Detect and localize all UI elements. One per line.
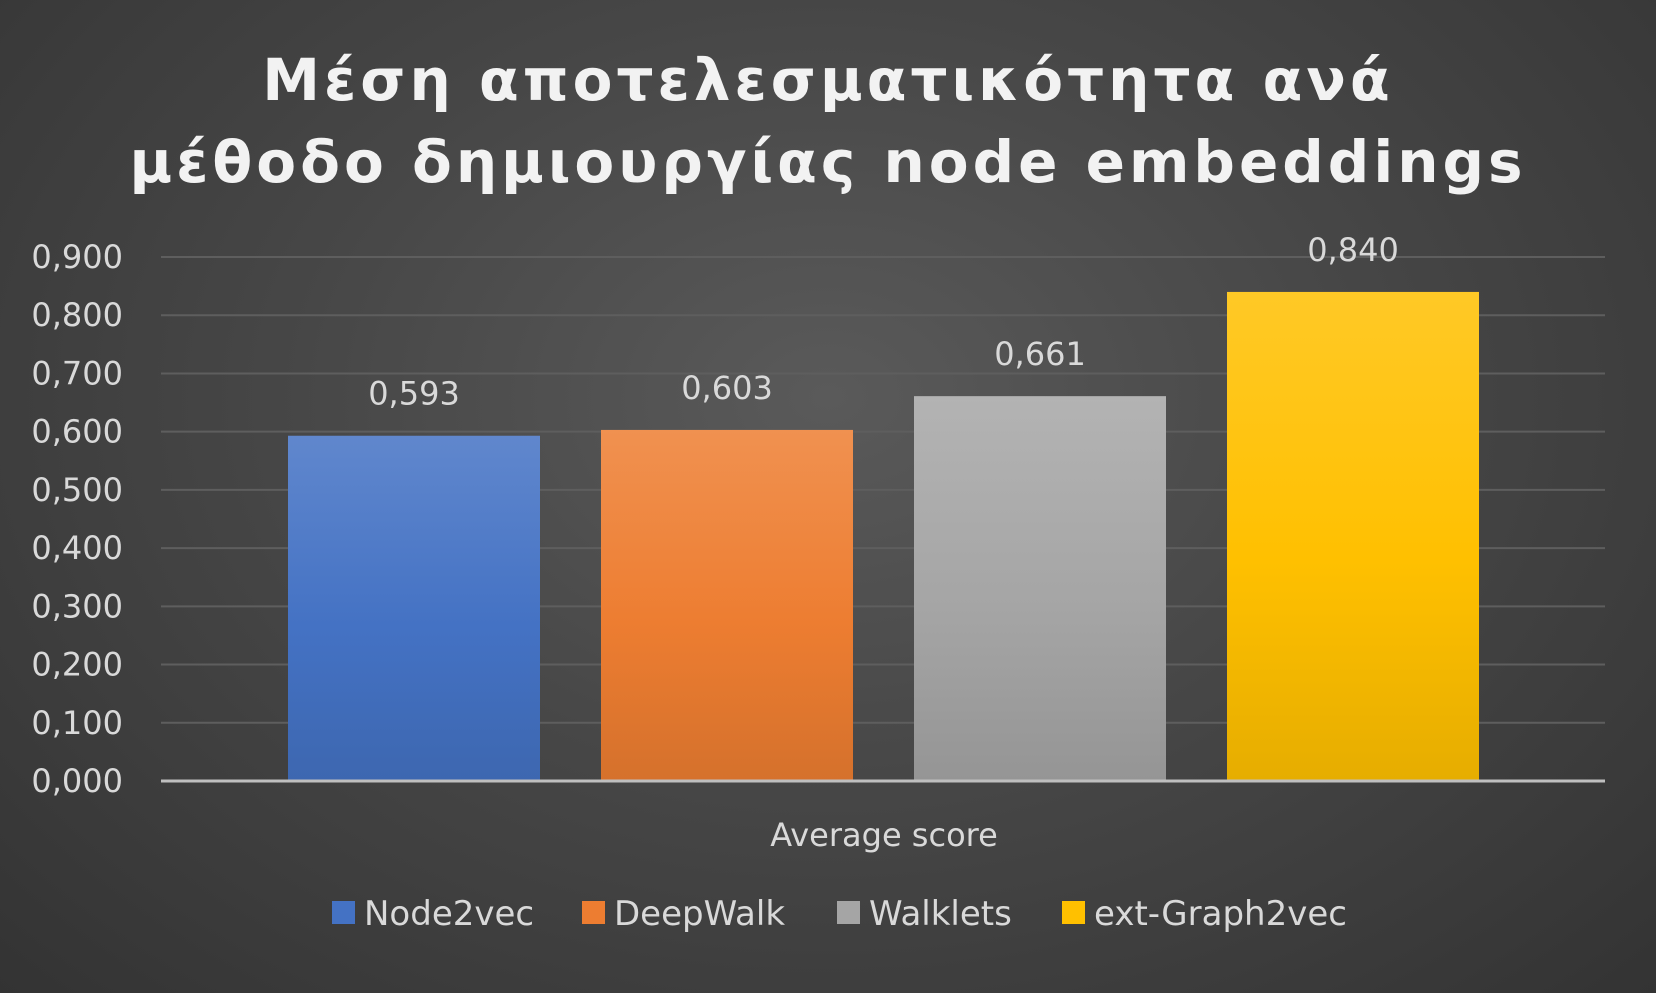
data-label: 0,603 [681, 369, 773, 407]
data-label: 0,840 [1307, 231, 1399, 269]
legend: Node2vec DeepWalk Walklets ext-Graph2vec [332, 894, 1347, 934]
chart-title-line-1: Μέση αποτελεσματικότητα ανά [262, 46, 1393, 114]
y-tick-label: 0,400 [31, 529, 123, 567]
y-axis-ticks: 0,000 0,100 0,200 0,300 0,400 0,500 0,600 0,700… [31, 238, 123, 800]
bar-walklets [914, 396, 1166, 781]
y-tick-label: 0,700 [31, 354, 123, 392]
bars [288, 291, 1479, 781]
y-tick-label: 0,900 [31, 238, 123, 276]
legend-swatch [582, 901, 605, 924]
legend-swatch [837, 901, 860, 924]
legend-label: Node2vec [364, 894, 534, 934]
x-category-label: Average score [770, 816, 998, 854]
bar-node2vec [288, 435, 540, 781]
y-tick-label: 0,800 [31, 296, 123, 334]
y-tick-label: 0,500 [31, 471, 123, 509]
legend-swatch [332, 901, 355, 924]
legend-label: DeepWalk [614, 894, 785, 934]
data-label: 0,593 [368, 375, 460, 413]
data-labels: 0,593 0,603 0,661 0,840 [368, 231, 1399, 413]
legend-label: ext-Graph2vec [1094, 894, 1347, 934]
legend-swatch [1062, 901, 1085, 924]
chart-title-line-2: μέθοδο δημιουργίας node embeddings [129, 128, 1526, 196]
y-tick-label: 0,600 [31, 413, 123, 451]
data-label: 0,661 [994, 335, 1086, 373]
bar-ext-graph2vec [1227, 291, 1479, 781]
y-tick-label: 0,100 [31, 704, 123, 742]
y-tick-label: 0,200 [31, 646, 123, 684]
y-tick-label: 0,300 [31, 587, 123, 625]
y-tick-label: 0,000 [31, 762, 123, 800]
legend-label: Walklets [869, 894, 1012, 934]
bar-deepwalk [601, 429, 853, 781]
